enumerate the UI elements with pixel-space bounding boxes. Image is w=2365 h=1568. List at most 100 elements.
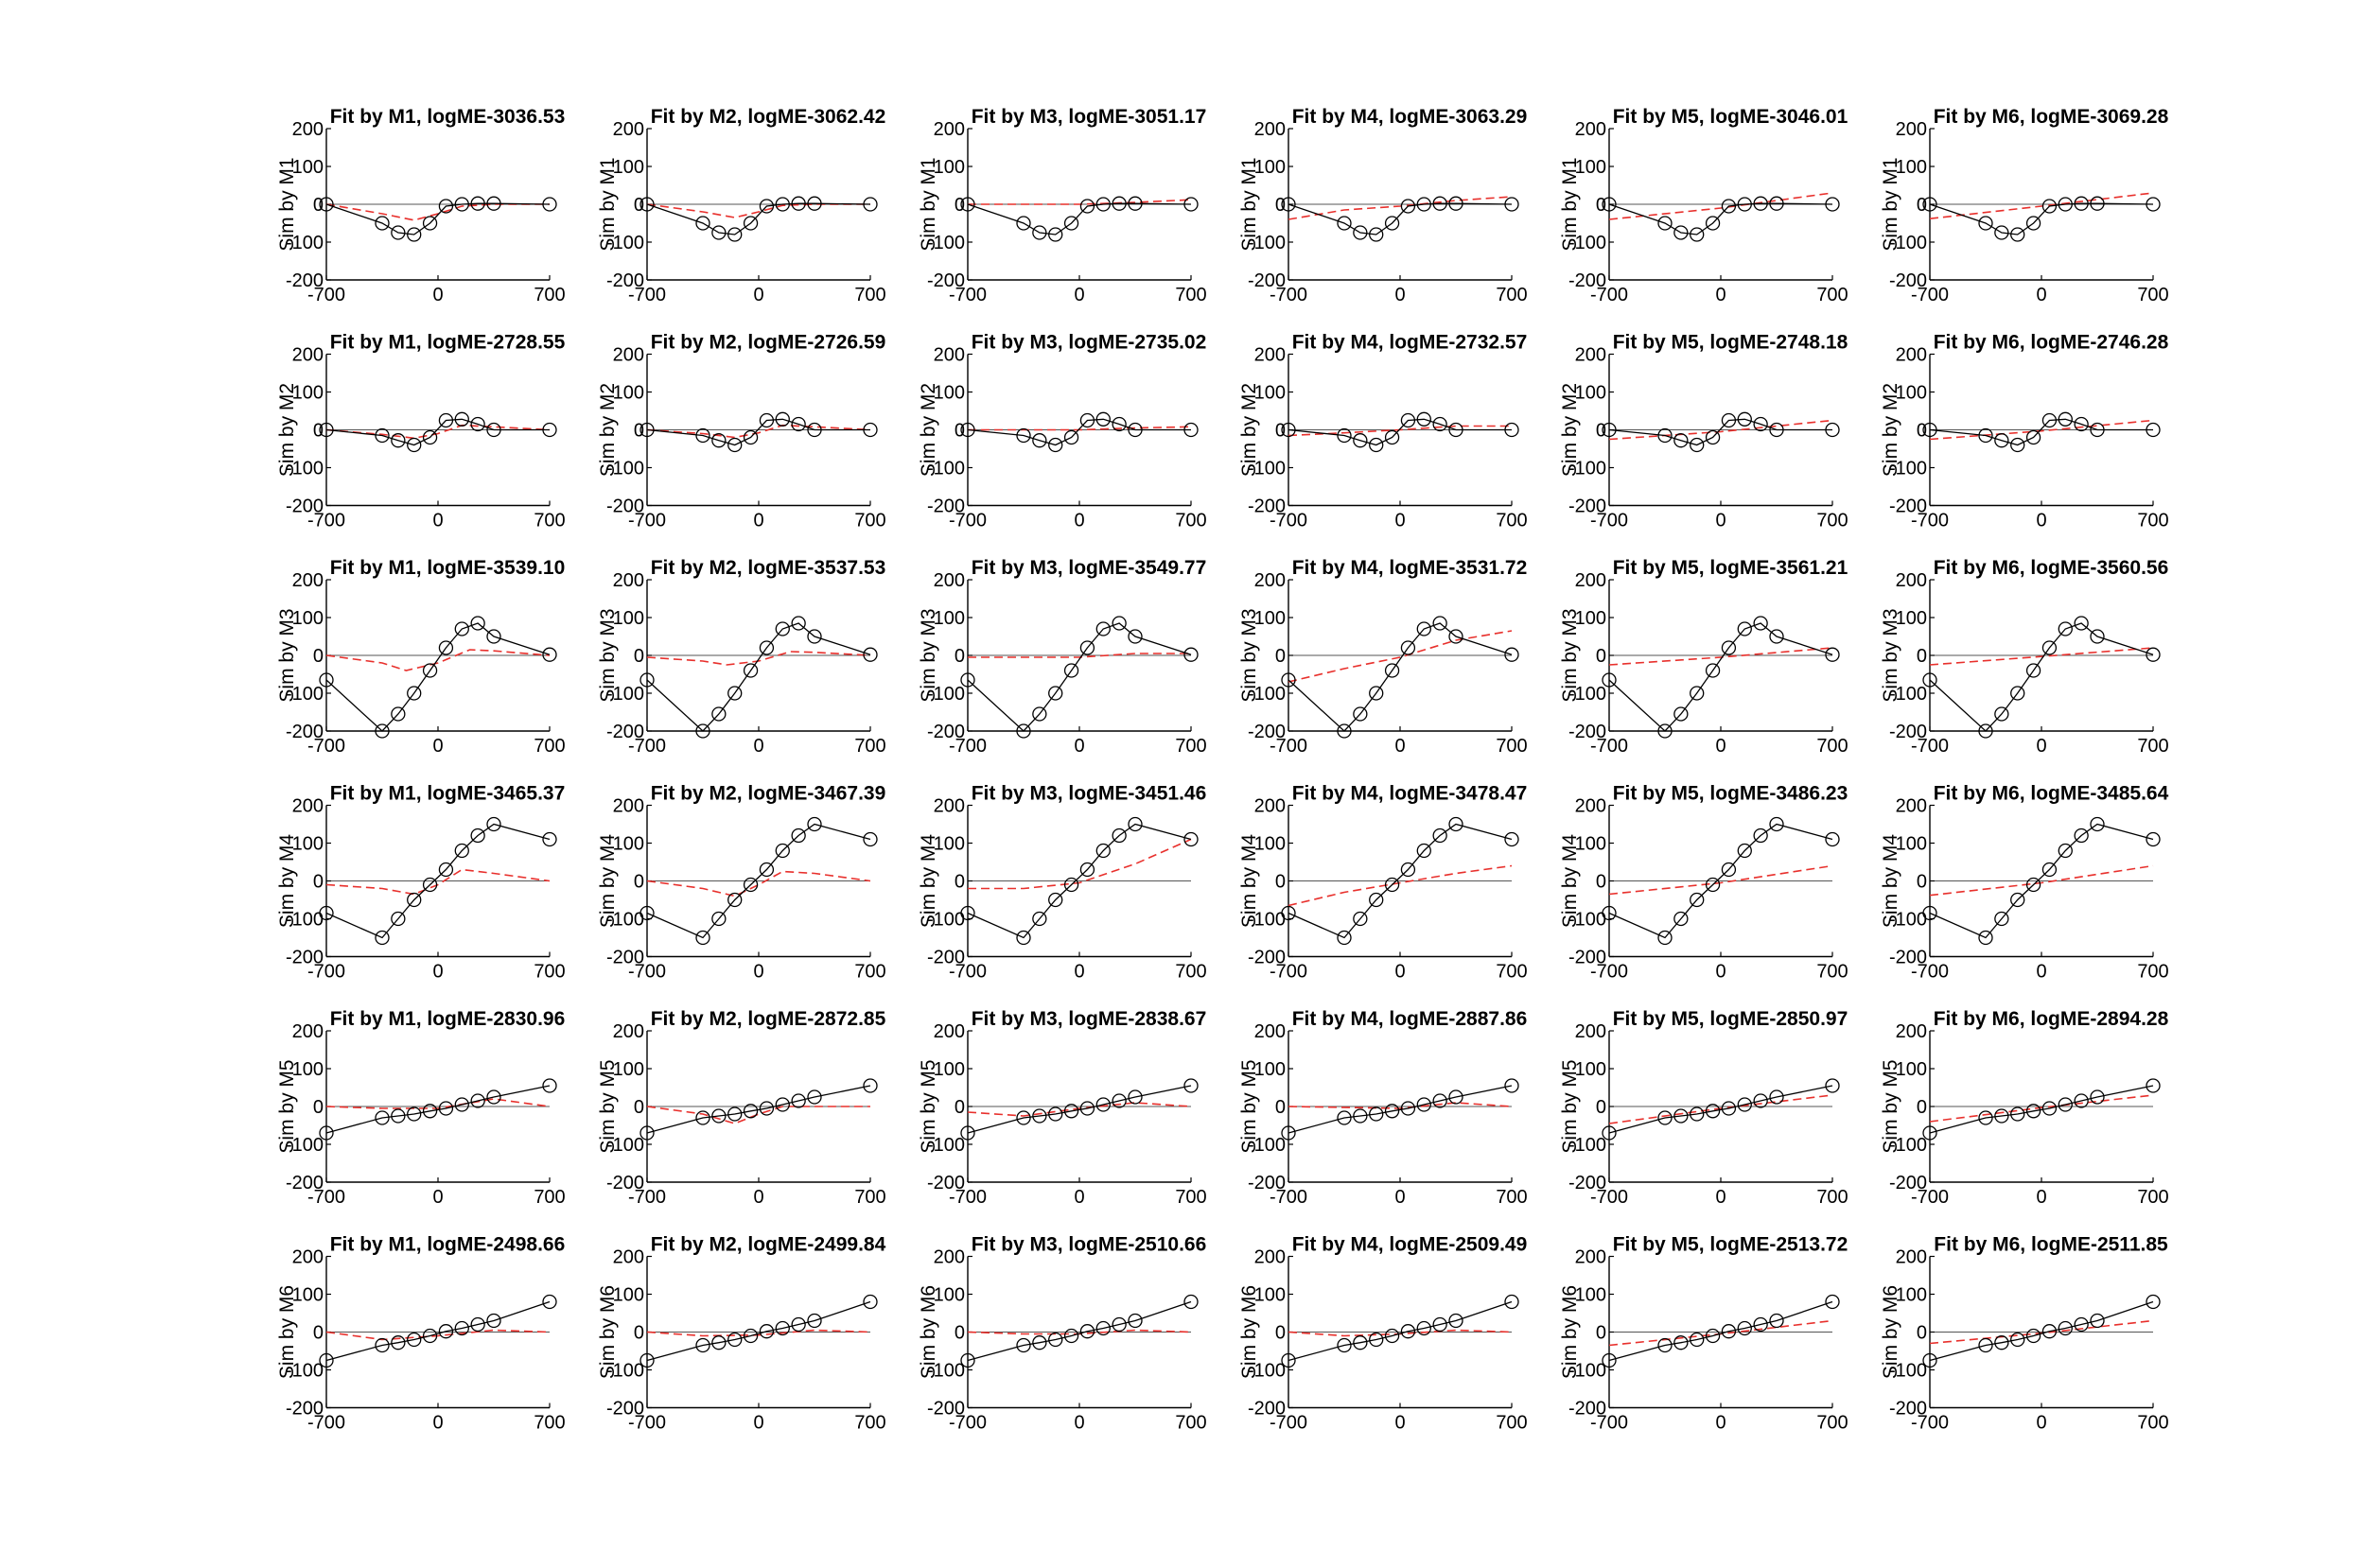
y-axis-label: Sim by M5 [597,1059,619,1153]
y-axis-label: Sim by M2 [918,383,939,477]
sim-point [711,706,727,722]
sim-point [438,199,454,214]
y-tick-label: -100 [606,684,644,705]
y-tick-label: 200 [1575,345,1606,366]
sim-point [2010,1332,2025,1348]
sim-point [1337,216,1352,231]
panel-title: Fit by M3, logME-2510.66 [972,1234,1207,1256]
x-tick-label: 700 [1496,962,1527,983]
fit-line [1929,1094,2154,1123]
sim-point [1448,196,1463,211]
panel-title: Fit by M1, logME-3036.53 [330,106,566,128]
y-axis-label: Sim by M1 [1238,157,1260,251]
sim-point [759,412,775,428]
panel-r4-c4: Fit by M4, logME-3478.47 -200 -100 0 100 200 -… [1238,783,1528,983]
y-tick-label: -100 [1248,233,1286,253]
y-tick-label: -100 [1889,459,1927,479]
sim-point [1048,686,1063,701]
sim-point [1432,828,1447,844]
y-axis-label: Sim by M6 [918,1285,939,1379]
sim-line [1608,1300,1833,1362]
sim-point [1128,816,1143,832]
y-tick-label: -100 [1889,233,1927,253]
panel-r3-c4: Fit by M4, logME-3531.72 -200 -100 0 100 200 -… [1238,557,1528,757]
y-tick-label: 200 [1896,1247,1927,1268]
y-tick-label: -200 [1889,1173,1927,1193]
x-tick-label: 700 [1496,511,1527,531]
y-tick-label: 100 [1896,1059,1927,1080]
sim-point [1281,1352,1296,1368]
sim-point [743,877,759,893]
panel-r6-c2: Fit by M2, logME-2499.84 -200 -100 0 100 200 -… [597,1234,886,1434]
panel-title: Fit by M3, logME-3451.46 [972,783,1207,805]
sim-point [1705,216,1721,231]
sim-point [1705,877,1721,893]
x-tick-label: -700 [307,1413,345,1434]
sim-point [391,225,406,240]
panel-r1-c5: Fit by M5, logME-3046.01 -200 -100 0 100 200 -… [1559,106,1848,305]
y-tick-label: -100 [286,459,324,479]
sim-point [1721,1324,1737,1339]
sim-point [1384,663,1400,678]
panel-title: Fit by M5, logME-3486.23 [1613,783,1848,805]
y-tick-label: 0 [955,1323,965,1344]
panel-r1-c6: Fit by M6, logME-3069.28 -200 -100 0 100 200 -… [1880,106,2169,305]
y-tick-label: 200 [1254,1247,1286,1268]
sim-point [1690,1106,1705,1122]
sim-point [1753,416,1768,432]
sim-point [1602,1125,1617,1141]
y-tick-label: 100 [292,1285,324,1306]
x-tick-label: 0 [753,511,763,531]
sim-point [775,621,790,636]
x-tick-label: 700 [534,962,565,983]
y-tick-label: -100 [1568,910,1606,931]
panel-r4-c3: Fit by M3, logME-3451.46 -200 -100 0 100 200 -… [918,783,1207,983]
sim-point [2041,862,2058,878]
panel-r6-c3: Fit by M3, logME-2510.66 -200 -100 0 100 200 -… [918,1234,1207,1434]
sim-line [325,1085,551,1134]
fit-line [1608,192,1833,220]
sim-point [2041,199,2058,214]
fit-line [646,1329,871,1337]
x-tick-label: -700 [1590,1187,1628,1208]
sim-point [1416,621,1431,636]
sim-point [1504,422,1519,438]
sim-point [542,197,557,212]
sim-line [646,1085,871,1134]
x-tick-label: 0 [1394,1413,1405,1434]
sim-point [2058,1320,2073,1336]
sim-point [1112,1316,1127,1333]
y-tick-label: 100 [1575,1059,1606,1080]
y-tick-label: 0 [1596,1323,1606,1344]
x-tick-label: -700 [1911,1413,1949,1434]
x-tick-label: 700 [1496,1187,1527,1208]
x-tick-label: -700 [307,1187,345,1208]
sim-point [1825,422,1840,438]
sim-point [1825,1294,1840,1310]
fit-line [325,203,550,221]
sim-line [967,418,1191,446]
panel-title: Fit by M3, logME-2838.67 [972,1008,1207,1030]
panel-title: Fit by M2, logME-3467.39 [651,783,886,805]
panel-title: Fit by M2, logME-2872.85 [651,1008,886,1030]
y-axis-label: Sim by M5 [1559,1059,1581,1153]
panel-title: Fit by M1, logME-2728.55 [330,332,566,354]
sim-point [1095,197,1111,212]
sim-point [1183,831,1199,847]
x-tick-label: 0 [1074,511,1084,531]
sim-point [1353,1108,1368,1124]
y-tick-label: 0 [313,646,324,667]
panel-title: Fit by M2, logME-3062.42 [651,106,886,128]
x-tick-label: -700 [1270,736,1307,757]
y-tick-label: -200 [1248,948,1286,968]
panel-r3-c1: Fit by M1, logME-3539.10 -200 -100 0 100 200 -… [276,557,566,757]
sim-point [639,1352,655,1368]
panel-title: Fit by M6, logME-3069.28 [1934,106,2169,128]
y-tick-label: 0 [634,1323,644,1344]
sim-point [1400,862,1416,878]
y-tick-label: -100 [286,1135,324,1156]
y-tick-label: 200 [292,570,324,591]
y-tick-label: 100 [1896,834,1927,855]
sim-point [1183,197,1199,212]
sim-point [1825,831,1840,847]
